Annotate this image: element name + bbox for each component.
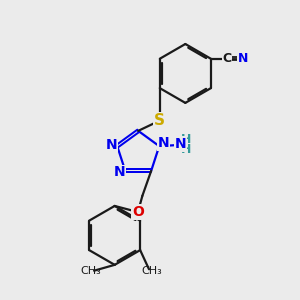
Text: H: H <box>181 133 191 146</box>
Text: S: S <box>154 113 165 128</box>
Text: CH₃: CH₃ <box>142 266 162 276</box>
Text: O: O <box>132 205 144 219</box>
Text: N: N <box>158 136 170 150</box>
Text: CH₃: CH₃ <box>81 266 101 276</box>
Text: N: N <box>238 52 248 65</box>
Text: H: H <box>181 142 191 156</box>
Text: N: N <box>106 138 118 152</box>
Text: N: N <box>114 165 126 179</box>
Text: C: C <box>223 52 232 65</box>
Text: N: N <box>175 137 187 151</box>
